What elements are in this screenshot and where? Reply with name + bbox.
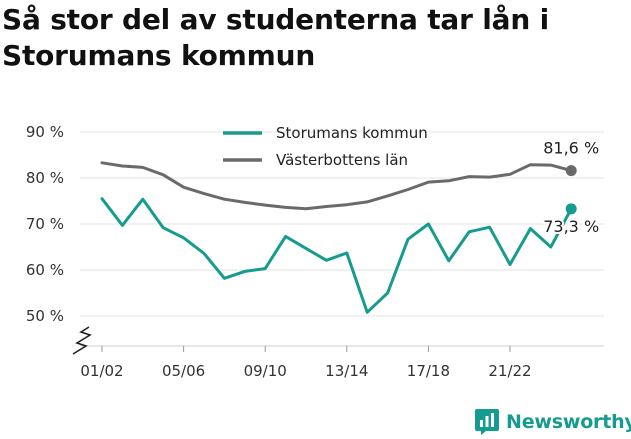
x-tick-label: 09/10 <box>244 362 287 380</box>
x-tick-label: 21/22 <box>488 362 531 380</box>
series-end-point-1 <box>565 165 577 177</box>
x-tick-label: 05/06 <box>162 362 205 380</box>
legend-label-0: Storumans kommun <box>276 124 428 142</box>
axis-break-icon <box>72 326 92 355</box>
x-tick-label: 17/18 <box>407 362 450 380</box>
legend-label-1: Västerbottens län <box>276 151 408 169</box>
series-line-0 <box>100 197 573 314</box>
y-axis-ticks: 50 % 60 % 70 % 80 % 90 % <box>26 123 64 325</box>
y-tick-label: 70 % <box>26 215 64 233</box>
x-axis: 01/02 05/06 09/10 13/14 17/18 21/22 <box>72 326 604 380</box>
x-tick-label: 13/14 <box>325 362 368 380</box>
series-end-label-0: 73,3 % <box>543 217 599 236</box>
series-end-point-0 <box>565 203 577 215</box>
y-tick-label: 90 % <box>26 123 64 141</box>
legend: Storumans kommun Västerbottens län <box>223 124 428 169</box>
newsworthy-brand: Newsworthy <box>474 406 631 438</box>
series-end-label-1: 81,6 % <box>543 139 599 158</box>
series-lines: 73,3 % 81,6 % <box>100 137 601 314</box>
y-tick-label: 80 % <box>26 169 64 187</box>
x-tick-label: 01/02 <box>80 362 123 380</box>
chart-title: Så stor del av studenterna tar lån i Sto… <box>2 3 550 72</box>
y-tick-label: 60 % <box>26 261 64 279</box>
series-line-1 <box>100 161 573 211</box>
brand-name: Newsworthy <box>506 411 631 433</box>
bar-chart-speech-bubble-icon <box>475 409 499 435</box>
y-tick-label: 50 % <box>26 307 64 325</box>
